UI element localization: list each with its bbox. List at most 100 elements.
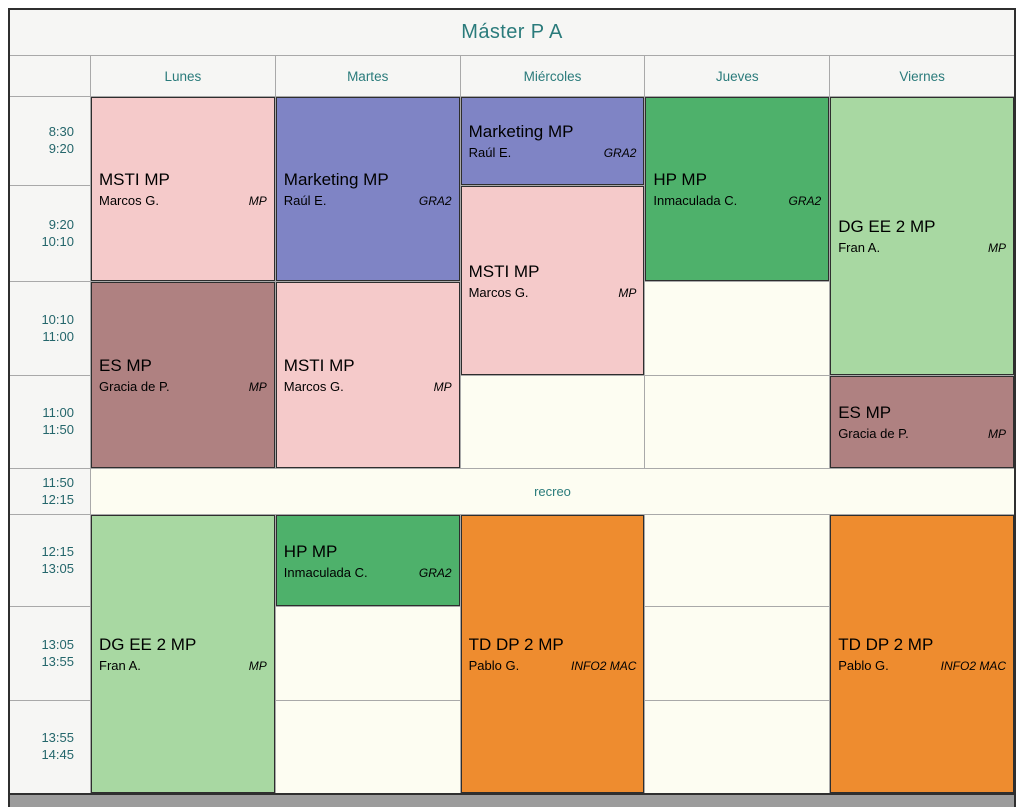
event-meta: Marcos G. MP — [284, 379, 452, 394]
event-teacher: Gracia de P. — [99, 379, 170, 394]
event-meta: Raúl E. GRA2 — [469, 145, 637, 160]
time-start: 10:10 — [41, 311, 74, 327]
event-title: DG EE 2 MP — [838, 217, 936, 236]
event-teacher: Pablo G. — [468, 658, 520, 673]
day-header-martes: Martes — [275, 56, 460, 96]
event-title: MSTI MP — [99, 170, 170, 189]
page-title: Máster P A — [10, 10, 1014, 55]
empty-slot-jueves-1100 — [645, 376, 830, 468]
day-header-miercoles: Miércoles — [460, 56, 645, 96]
time-end: 11:00 — [42, 328, 74, 344]
time-end: 10:10 — [41, 233, 74, 249]
time-slot-1215-1305: 12:15 13:05 — [10, 515, 90, 606]
event-lunes-es: ES MP Gracia de P. MP — [91, 282, 275, 468]
event-room: MP — [988, 241, 1006, 255]
recess-row: recreo — [91, 469, 1014, 514]
time-start: 9:20 — [48, 216, 74, 232]
event-meta: Marcos G. MP — [99, 193, 267, 208]
empty-slot-martes-1305 — [275, 607, 460, 700]
event-teacher: Raúl E. — [468, 145, 512, 160]
event-room: MP — [248, 380, 267, 394]
time-end: 14:45 — [41, 747, 74, 762]
empty-slot-martes-1355 — [275, 701, 460, 793]
event-teacher: Marcos G. — [99, 193, 159, 208]
event-meta: Fran A. MP — [838, 240, 1006, 255]
time-start: 11:50 — [42, 474, 74, 490]
event-teacher: Marcos G. — [283, 379, 344, 394]
time-start: 8:30 — [48, 124, 74, 140]
event-teacher: Pablo G. — [838, 658, 889, 673]
time-start: 11:00 — [42, 405, 74, 421]
event-miercoles-msti: MSTI MP Marcos G. MP — [460, 186, 645, 375]
event-meta: Gracia de P. MP — [838, 426, 1006, 441]
event-teacher: Fran A. — [99, 658, 141, 673]
event-room: GRA2 — [418, 565, 452, 580]
event-room: MP — [433, 380, 452, 394]
event-title: MSTI MP — [283, 356, 355, 375]
time-slot-1355-1445: 13:55 14:45 — [10, 701, 90, 793]
event-martes-hp: HP MP Inmaculada C. GRA2 — [275, 515, 460, 606]
event-meta: Marcos G. MP — [469, 285, 637, 300]
event-room: INFO2 MAC — [571, 659, 637, 673]
event-title: HP MP — [283, 541, 338, 561]
event-jueves-hp: HP MP Inmaculada C. GRA2 — [645, 97, 830, 281]
time-end: 11:50 — [42, 422, 74, 437]
event-viernes-tddp2: TD DP 2 MP Pablo G. INFO2 MAC — [830, 515, 1014, 793]
day-header-viernes: Viernes — [830, 56, 1014, 96]
time-slot-1150-1215: 11:50 12:15 — [10, 469, 90, 514]
event-teacher: Fran A. — [838, 240, 881, 255]
empty-slot-jueves-1010 — [645, 282, 830, 375]
event-lunes-msti: MSTI MP Marcos G. MP — [91, 97, 275, 281]
event-room: MP — [988, 427, 1006, 441]
event-viernes-es: ES MP Gracia de P. MP — [830, 376, 1014, 468]
event-room: INFO2 MAC — [940, 659, 1006, 673]
event-martes-msti: MSTI MP Marcos G. MP — [275, 282, 460, 468]
time-start: 13:05 — [41, 636, 74, 652]
time-slot-1305-1355: 13:05 13:55 — [10, 607, 90, 700]
event-viernes-dgee2: DG EE 2 MP Fran A. MP — [830, 97, 1014, 375]
event-miercoles-tddp2: TD DP 2 MP Pablo G. INFO2 MAC — [460, 515, 645, 793]
event-title: ES MP — [838, 403, 892, 422]
event-teacher: Inmaculada C. — [653, 193, 738, 208]
event-room: MP — [248, 194, 267, 208]
time-end: 13:05 — [41, 560, 74, 576]
event-room: MP — [248, 659, 267, 673]
empty-slot-jueves-1215 — [645, 515, 830, 606]
timetable: Máster P A Lunes Martes Miércoles Jueves… — [8, 8, 1016, 795]
event-room: GRA2 — [788, 194, 822, 208]
event-room: GRA2 — [418, 194, 452, 208]
event-meta: Pablo G. INFO2 MAC — [838, 658, 1006, 673]
event-meta: Inmaculada C. GRA2 — [653, 193, 821, 208]
event-meta: Pablo G. INFO2 MAC — [469, 658, 637, 673]
event-meta: Gracia de P. MP — [99, 379, 267, 394]
event-meta: Fran A. MP — [99, 658, 267, 673]
time-start: 12:15 — [41, 543, 74, 559]
bottom-strip — [8, 795, 1016, 807]
event-title: Marketing MP — [468, 122, 574, 141]
time-slot-0830-0920: 8:30 9:20 — [10, 97, 90, 185]
time-end: 9:20 — [48, 141, 74, 156]
event-title: ES MP — [99, 356, 152, 375]
event-teacher: Gracia de P. — [838, 426, 909, 441]
day-header-jueves: Jueves — [645, 56, 830, 96]
event-room: GRA2 — [603, 146, 637, 160]
event-title: Marketing MP — [283, 170, 389, 189]
event-teacher: Inmaculada C. — [283, 564, 368, 580]
time-slot-0920-1010: 9:20 10:10 — [10, 186, 90, 281]
event-title: TD DP 2 MP — [838, 635, 934, 654]
event-meta: Raúl E. GRA2 — [284, 193, 452, 208]
event-martes-marketing: Marketing MP Raúl E. GRA2 — [275, 97, 460, 281]
event-meta: Inmaculada C. GRA2 — [284, 565, 452, 580]
event-teacher: Marcos G. — [468, 284, 529, 300]
time-end: 12:15 — [41, 491, 74, 507]
event-title: HP MP — [653, 170, 707, 189]
event-room: MP — [618, 285, 637, 300]
time-slot-1010-1100: 10:10 11:00 — [10, 282, 90, 375]
day-header-lunes: Lunes — [91, 56, 275, 96]
event-title: DG EE 2 MP — [99, 635, 197, 654]
empty-slot-jueves-1355 — [645, 701, 830, 793]
header-corner — [10, 56, 90, 96]
empty-slot-jueves-1305 — [645, 607, 830, 700]
time-start: 13:55 — [41, 730, 74, 746]
